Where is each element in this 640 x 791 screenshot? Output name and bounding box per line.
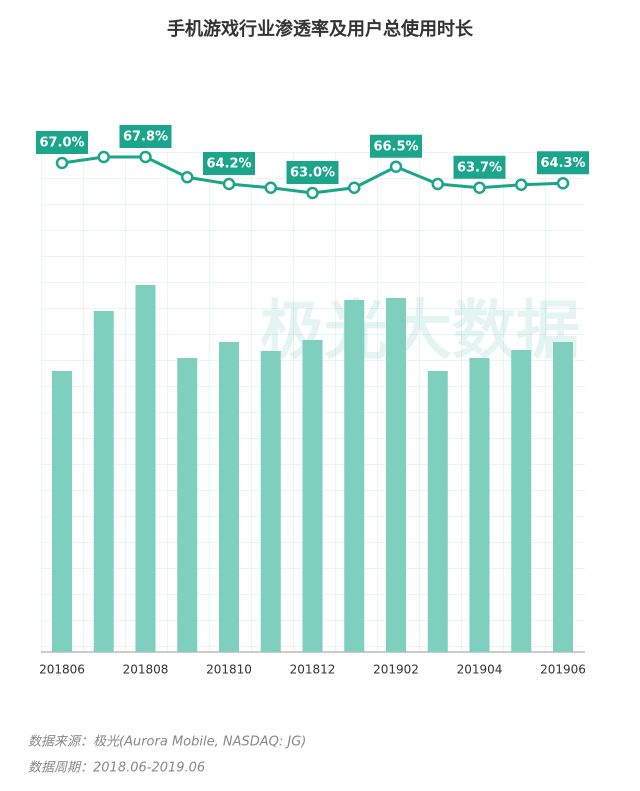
source-note: 数据来源：极光(Aurora Mobile, NASDAQ: JG) (28, 735, 306, 750)
data-label: 67.8% (123, 130, 168, 145)
line-point (306, 186, 319, 200)
x-tick-label: 201902 (373, 663, 419, 677)
bar (52, 371, 72, 652)
bar (386, 298, 406, 652)
data-label: 64.2% (206, 157, 251, 172)
label-box (537, 151, 589, 175)
line-point (181, 171, 194, 184)
bar (260, 351, 281, 652)
x-tick-label: 201808 (123, 663, 169, 677)
bar (219, 342, 239, 652)
x-tick-label: 201906 (540, 663, 586, 677)
bar (553, 342, 573, 652)
x-tick-label: 201812 (290, 663, 336, 677)
x-tick-label: 201810 (206, 663, 252, 677)
bar (427, 371, 448, 652)
line-point (55, 156, 69, 170)
label-box (119, 125, 172, 148)
period-note: 数据周期：2018.06-2019.06 (28, 761, 205, 776)
bar (177, 358, 198, 652)
bar (344, 300, 365, 652)
line-point (389, 160, 403, 173)
label-box (286, 161, 339, 184)
bar (302, 340, 323, 652)
bar (135, 285, 156, 652)
x-tick-label: 201806 (39, 663, 85, 677)
line-point (473, 181, 486, 194)
bar (93, 311, 114, 652)
line-point (264, 181, 277, 194)
data-label: 63.0% (290, 166, 335, 181)
label-box (370, 134, 422, 158)
data-label: 67.0% (39, 136, 84, 151)
line-point (515, 178, 528, 191)
line-point (431, 177, 444, 191)
bar (469, 358, 490, 652)
chart-title: 手机游戏行业渗透率及用户总使用时长 (167, 18, 474, 40)
label-box (453, 155, 506, 179)
data-label: 63.7% (457, 160, 502, 175)
line-point (222, 177, 236, 191)
data-label: 66.5% (373, 139, 418, 154)
label-box (203, 152, 255, 175)
label-box (36, 131, 88, 154)
line-point (348, 181, 361, 194)
line-point (556, 177, 570, 190)
line-point (97, 150, 110, 164)
bar (511, 350, 532, 652)
data-label: 64.3% (540, 156, 585, 171)
line-point (139, 150, 152, 164)
x-tick-label: 201904 (457, 663, 503, 677)
